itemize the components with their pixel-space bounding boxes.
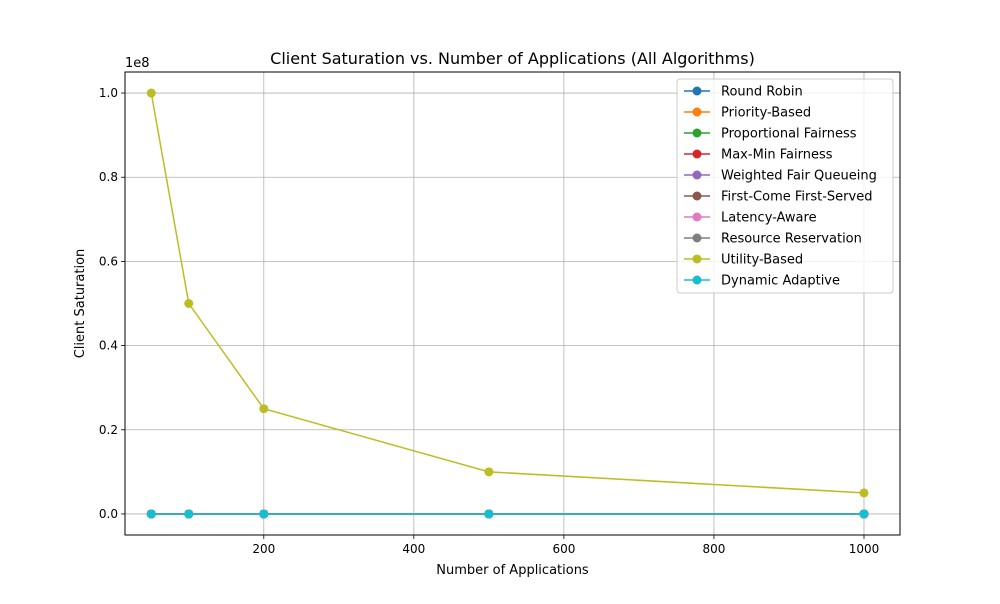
legend-item: Proportional Fairness bbox=[684, 127, 857, 142]
y-tick-label: 0.2 bbox=[99, 423, 118, 437]
legend-label: Resource Reservation bbox=[721, 232, 862, 247]
legend-label: Weighted Fair Queueing bbox=[721, 169, 877, 184]
x-tick-label: 400 bbox=[402, 542, 425, 556]
legend-item: Weighted Fair Queueing bbox=[684, 169, 877, 184]
axes: 200 400 600 800 1000 0.0 0.2 0.4 0.6 0.8 1.0 bbox=[99, 86, 879, 556]
legend-label: Round Robin bbox=[721, 85, 803, 100]
data-point bbox=[859, 488, 869, 498]
legend-item: Max-Min Fairness bbox=[684, 148, 833, 163]
data-point bbox=[259, 509, 269, 519]
legend-label: Max-Min Fairness bbox=[721, 148, 833, 163]
legend-item: Latency-Aware bbox=[684, 211, 817, 226]
x-tick-label: 1000 bbox=[849, 542, 880, 556]
y-tick-label: 1.0 bbox=[99, 86, 118, 100]
data-point bbox=[184, 509, 194, 519]
series-utility-based bbox=[146, 88, 869, 498]
y-tick-label: 0.0 bbox=[99, 507, 118, 521]
legend-item: First-Come First-Served bbox=[684, 190, 872, 205]
legend-swatch-marker bbox=[692, 212, 702, 222]
legend-swatch-marker bbox=[692, 107, 702, 117]
data-point bbox=[484, 509, 494, 519]
legend-swatch-marker bbox=[692, 149, 702, 159]
legend-label: Latency-Aware bbox=[721, 211, 817, 226]
legend-label: Utility-Based bbox=[721, 253, 803, 268]
chart-title: Client Saturation vs. Number of Applicat… bbox=[270, 49, 755, 68]
y-tick-label: 0.4 bbox=[99, 339, 118, 353]
legend-swatch-marker bbox=[692, 233, 702, 243]
legend-label: Priority-Based bbox=[721, 106, 811, 121]
legend-swatch-marker bbox=[692, 170, 702, 180]
series-layer bbox=[146, 88, 869, 519]
legend-label: First-Come First-Served bbox=[721, 190, 872, 205]
data-point bbox=[184, 299, 194, 308]
legend-label: Proportional Fairness bbox=[721, 127, 857, 142]
legend-box bbox=[676, 78, 894, 294]
data-point bbox=[484, 467, 494, 477]
x-tick-label: 600 bbox=[552, 542, 575, 556]
legend-item: Resource Reservation bbox=[684, 232, 862, 247]
y-axis-label: Client Saturation bbox=[73, 249, 88, 359]
legend-swatch-marker bbox=[692, 86, 702, 96]
legend-item: Priority-Based bbox=[684, 106, 811, 121]
legend-item: Utility-Based bbox=[684, 253, 803, 268]
data-point bbox=[146, 509, 156, 519]
x-tick-label: 200 bbox=[252, 542, 275, 556]
data-point bbox=[859, 509, 869, 519]
legend-swatch-marker bbox=[692, 275, 702, 285]
legend-swatch-marker bbox=[692, 128, 702, 138]
x-tick-label: 800 bbox=[702, 542, 725, 556]
legend: Round Robin Priority-Based Proportional Fa… bbox=[676, 78, 894, 294]
x-axis-label: Number of Applications bbox=[436, 563, 589, 578]
legend-label: Dynamic Adaptive bbox=[721, 274, 840, 289]
y-axis-scale-label: 1e8 bbox=[125, 56, 150, 71]
legend-item: Dynamic Adaptive bbox=[684, 274, 840, 289]
plot-frame bbox=[124, 71, 901, 536]
series-dynamic-adaptive bbox=[146, 509, 869, 519]
legend-item: Round Robin bbox=[684, 85, 803, 100]
data-point bbox=[259, 404, 269, 414]
data-point bbox=[146, 88, 156, 98]
y-tick-label: 0.8 bbox=[99, 170, 118, 184]
y-tick-label: 0.6 bbox=[99, 254, 118, 268]
legend-swatch-marker bbox=[692, 254, 702, 264]
legend-swatch-marker bbox=[692, 191, 702, 201]
